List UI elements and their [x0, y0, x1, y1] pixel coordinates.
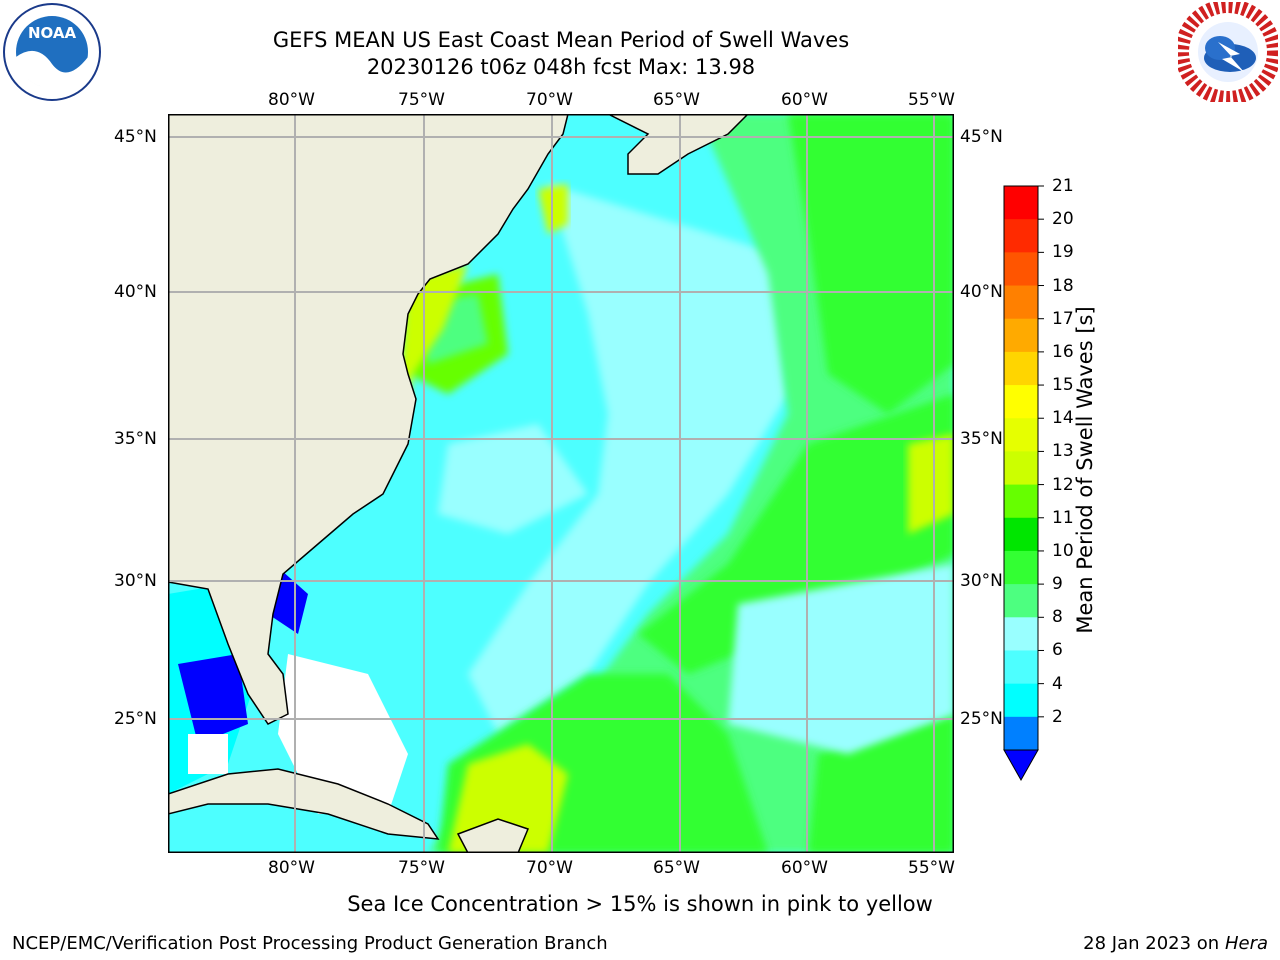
lon-tick-top-75w: 75°W	[398, 90, 445, 110]
land-nova-scotia	[607, 114, 750, 175]
colorbar-bin	[1004, 385, 1038, 419]
lat-tick-left-45n: 45°N	[114, 127, 157, 147]
colorbar-tick-label: 18	[1052, 275, 1074, 296]
lon-tick-bottom-80w: 80°W	[268, 858, 315, 878]
colorbar-bin	[1004, 186, 1038, 220]
colorbar-bin	[1004, 484, 1038, 519]
footer-date: 28 Jan 2023 on Hera	[1083, 933, 1268, 954]
colorbar-bin	[1004, 650, 1038, 685]
colorbar-bin	[1004, 318, 1038, 353]
green-region-10s-north	[788, 114, 954, 414]
green-region-10s-mid	[638, 394, 954, 674]
lat-tick-left-25n: 25°N	[114, 709, 157, 729]
colorbar-tick-label: 10	[1052, 540, 1074, 561]
lat-tick-left-40n: 40°N	[114, 282, 157, 302]
nws-logo-icon	[1175, 0, 1280, 105]
colorbar-tick-label: 11	[1052, 507, 1074, 528]
colorbar-tick-label: 21	[1052, 176, 1074, 196]
no-data-gulf	[188, 734, 228, 774]
colorbar-bin	[1004, 517, 1038, 552]
lon-tick-top-65w: 65°W	[653, 90, 700, 110]
colorbar-frame	[1003, 185, 1039, 751]
colorbar-bin	[1004, 252, 1038, 287]
colorbar-bin	[1004, 219, 1038, 253]
noaa-logo-icon: NOAA	[2, 2, 102, 102]
colorbar-bin	[1004, 550, 1038, 585]
blue-patch-gulf	[178, 654, 248, 744]
lon-tick-top-60w: 60°W	[781, 90, 828, 110]
noaa-logo-text: NOAA	[28, 24, 77, 42]
colorbar-bin	[1004, 617, 1038, 651]
colorbar-tick-label: 9	[1052, 574, 1063, 595]
colorbar-tick-label: 19	[1052, 242, 1074, 263]
map-gridlines	[168, 114, 954, 853]
colorbar-bin	[1004, 418, 1038, 452]
lat-tick-right-40n: 40°N	[960, 282, 1003, 302]
lon-tick-top-70w: 70°W	[526, 90, 573, 110]
lat-tick-right-45n: 45°N	[960, 127, 1003, 147]
colorbar-bin	[1004, 451, 1038, 486]
colorbar-bin	[1004, 683, 1038, 718]
lon-tick-bottom-55w: 55°W	[908, 858, 955, 878]
land-cuba	[168, 768, 440, 840]
colorbar-tick-label: 4	[1052, 673, 1063, 694]
lon-tick-top-55w: 55°W	[908, 90, 955, 110]
colorbar-tick-label: 2	[1052, 706, 1063, 727]
lat-tick-left-30n: 30°N	[114, 571, 157, 591]
lon-tick-top-80w: 80°W	[268, 90, 315, 110]
lat-tick-left-35n: 35°N	[114, 429, 157, 449]
colorbar-bin	[1004, 351, 1038, 386]
colorbar-tick-label: 12	[1052, 474, 1074, 495]
colorbar-tick-label: 20	[1052, 209, 1074, 230]
footer-machine: Hera	[1224, 933, 1268, 954]
colorbar-tick-label: 16	[1052, 341, 1074, 362]
light-cyan-east-pocket	[728, 564, 954, 754]
lon-tick-bottom-70w: 70°W	[526, 858, 573, 878]
colorbar-title: Mean Period of Swell Waves [s]	[1073, 306, 1097, 634]
light-cyan-band	[468, 184, 788, 734]
map-frame	[168, 114, 954, 853]
footer-date-text: 28 Jan 2023 on	[1083, 933, 1220, 954]
colorbar-under-triangle	[1003, 749, 1039, 782]
colorbar-tick-label: 14	[1052, 408, 1074, 429]
lon-tick-bottom-75w: 75°W	[398, 858, 445, 878]
land-hispaniola	[456, 818, 530, 853]
colorbar-tick-label: 13	[1052, 441, 1074, 462]
colorbar-tick-label: 17	[1052, 308, 1074, 329]
lon-tick-bottom-60w: 60°W	[781, 858, 828, 878]
colorbar-bin	[1004, 285, 1038, 320]
colorbar-tick-label: 6	[1052, 640, 1063, 661]
lat-tick-right-35n: 35°N	[960, 429, 1003, 449]
colorbar	[1000, 185, 1060, 786]
sea-ice-note: Sea Ice Concentration > 15% is shown in …	[347, 892, 933, 916]
lon-tick-bottom-65w: 65°W	[653, 858, 700, 878]
light-cyan-patch	[438, 424, 588, 534]
colorbar-tick-label: 15	[1052, 375, 1074, 396]
colorbar-bin	[1004, 584, 1038, 618]
yellow-region-east	[908, 434, 954, 534]
lat-tick-right-25n: 25°N	[960, 709, 1003, 729]
colorbar-tick-label: 8	[1052, 607, 1063, 628]
chart-title-line1: GEFS MEAN US East Coast Mean Period of S…	[272, 28, 850, 52]
chart-title-line2: 20230126 t06z 048h fcst Max: 13.98	[366, 55, 756, 79]
lat-tick-right-30n: 30°N	[960, 571, 1003, 591]
colorbar-bin	[1004, 716, 1038, 751]
swell-period-map	[168, 114, 954, 853]
footer-branch: NCEP/EMC/Verification Post Processing Pr…	[12, 933, 608, 954]
no-data-bahamas	[278, 654, 408, 814]
